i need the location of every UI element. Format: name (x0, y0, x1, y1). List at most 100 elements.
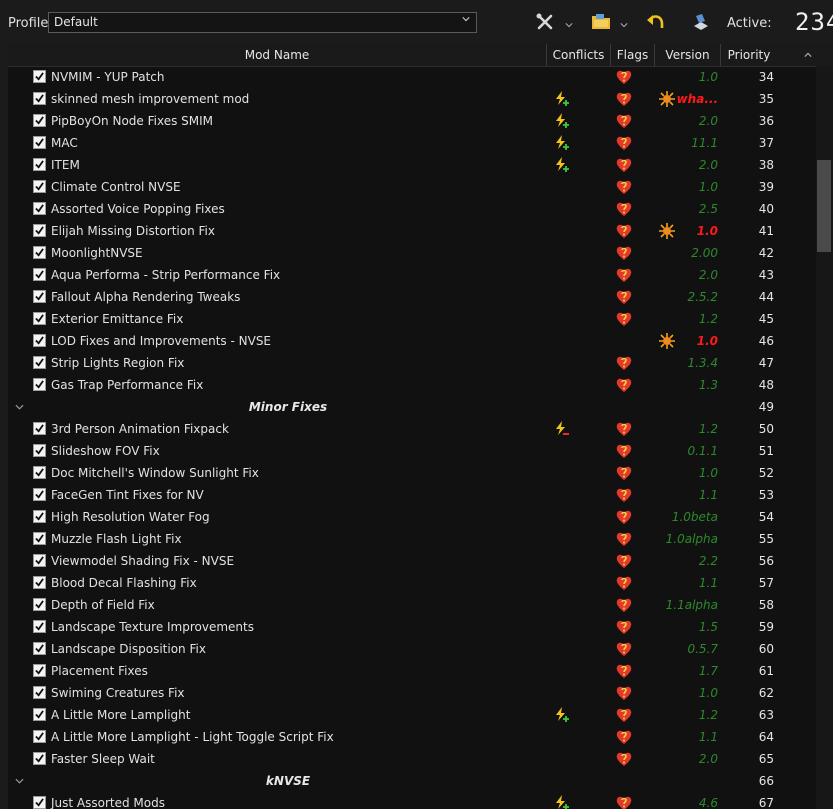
mod-name: Placement Fixes (51, 664, 148, 678)
mod-enabled-checkbox[interactable] (33, 598, 46, 611)
mod-row[interactable]: Placement Fixes 1.7 61 (8, 660, 816, 682)
scrollbar-thumb[interactable] (817, 160, 831, 252)
mod-row[interactable]: Landscape Disposition Fix 0.5.7 60 (8, 638, 816, 660)
undo-icon[interactable] (646, 12, 666, 32)
mod-row[interactable]: A Little More Lamplight - Light Toggle S… (8, 726, 816, 748)
mod-row[interactable]: ITEM 2.0 38 (8, 154, 816, 176)
tools-icon[interactable] (535, 12, 555, 32)
missing-data-heart-icon (616, 268, 632, 282)
mod-enabled-checkbox[interactable] (33, 334, 46, 347)
mod-enabled-checkbox[interactable] (33, 620, 46, 633)
tools-dropdown-icon[interactable] (565, 22, 573, 28)
mod-enabled-checkbox[interactable] (33, 554, 46, 567)
mod-row[interactable]: Slideshow FOV Fix 0.1.1 51 (8, 440, 816, 462)
mod-row[interactable]: skinned mesh improvement mod wha... 35 (8, 88, 816, 110)
mod-enabled-checkbox[interactable] (33, 180, 46, 193)
column-version[interactable]: Version (655, 44, 721, 66)
mod-enabled-checkbox[interactable] (33, 290, 46, 303)
mod-row[interactable]: PipBoyOn Node Fixes SMIM 2.0 36 (8, 110, 816, 132)
column-flags[interactable]: Flags (611, 44, 655, 66)
mod-enabled-checkbox[interactable] (33, 312, 46, 325)
mod-enabled-checkbox[interactable] (33, 158, 46, 171)
mod-enabled-checkbox[interactable] (33, 752, 46, 765)
mod-row[interactable]: Climate Control NVSE 1.0 39 (8, 176, 816, 198)
collapse-chevron-icon[interactable] (15, 778, 24, 784)
separator-row[interactable]: kNVSE 66 (8, 770, 816, 792)
mod-row[interactable]: Exterior Emittance Fix 1.2 45 (8, 308, 816, 330)
mod-version: 1.3 (698, 378, 718, 392)
mod-row[interactable]: Swiming Creatures Fix 1.0 62 (8, 682, 816, 704)
mod-enabled-checkbox[interactable] (33, 202, 46, 215)
mod-row[interactable]: Viewmodel Shading Fix - NVSE 2.2 56 (8, 550, 816, 572)
archive-icon[interactable] (691, 12, 711, 32)
mod-row[interactable]: Assorted Voice Popping Fixes 2.5 40 (8, 198, 816, 220)
conflict-overwritten-icon (556, 421, 569, 435)
mod-name: A Little More Lamplight (51, 708, 191, 722)
mod-enabled-checkbox[interactable] (33, 664, 46, 677)
mod-enabled-checkbox[interactable] (33, 224, 46, 237)
mod-version: 0.5.7 (687, 642, 718, 656)
column-priority[interactable]: Priority (727, 48, 771, 62)
mod-enabled-checkbox[interactable] (33, 378, 46, 391)
mod-enabled-checkbox[interactable] (33, 532, 46, 545)
mod-enabled-checkbox[interactable] (33, 114, 46, 127)
mod-enabled-checkbox[interactable] (33, 70, 46, 83)
sort-ascending-icon[interactable] (804, 52, 812, 58)
mod-enabled-checkbox[interactable] (33, 422, 46, 435)
mod-priority: 49 (758, 400, 774, 414)
folder-dropdown-icon[interactable] (620, 22, 628, 28)
mod-row[interactable]: Fallout Alpha Rendering Tweaks 2.5.2 44 (8, 286, 816, 308)
collapse-chevron-icon[interactable] (15, 404, 24, 410)
missing-data-heart-icon (616, 444, 632, 458)
mod-enabled-checkbox[interactable] (33, 642, 46, 655)
mod-enabled-checkbox[interactable] (33, 708, 46, 721)
mod-row[interactable]: Just Assorted Mods 4.6 67 (8, 792, 816, 809)
mod-enabled-checkbox[interactable] (33, 730, 46, 743)
mod-enabled-checkbox[interactable] (33, 466, 46, 479)
mod-row[interactable]: A Little More Lamplight 1.2 63 (8, 704, 816, 726)
mod-row[interactable]: Doc Mitchell's Window Sunlight Fix 1.0 52 (8, 462, 816, 484)
column-conflicts[interactable]: Conflicts (547, 44, 611, 66)
mod-row[interactable]: Faster Sleep Wait 2.0 65 (8, 748, 816, 770)
mod-row[interactable]: Depth of Field Fix 1.1alpha 58 (8, 594, 816, 616)
missing-data-heart-icon (616, 752, 632, 766)
mod-enabled-checkbox[interactable] (33, 576, 46, 589)
mod-enabled-checkbox[interactable] (33, 268, 46, 281)
mod-row[interactable]: MAC 11.1 37 (8, 132, 816, 154)
mod-version: 1.3.4 (687, 356, 718, 370)
missing-data-heart-icon (616, 708, 632, 722)
mod-enabled-checkbox[interactable] (33, 356, 46, 369)
mod-row[interactable]: NVMIM - YUP Patch 1.0 34 (8, 66, 816, 88)
profile-select[interactable]: Default (48, 12, 477, 33)
mod-enabled-checkbox[interactable] (33, 488, 46, 501)
mod-row[interactable]: High Resolution Water Fog 1.0beta 54 (8, 506, 816, 528)
mod-priority: 64 (758, 730, 774, 744)
mod-row[interactable]: 3rd Person Animation Fixpack 1.2 50 (8, 418, 816, 440)
mod-row[interactable]: LOD Fixes and Improvements - NVSE 1.0 46 (8, 330, 816, 352)
mod-row[interactable]: Blood Decal Flashing Fix 1.1 57 (8, 572, 816, 594)
separator-row[interactable]: Minor Fixes 49 (8, 396, 816, 418)
mod-enabled-checkbox[interactable] (33, 92, 46, 105)
mod-row[interactable]: Strip Lights Region Fix 1.3.4 47 (8, 352, 816, 374)
mod-row[interactable]: Aqua Performa - Strip Performance Fix 2.0… (8, 264, 816, 286)
missing-data-heart-icon (616, 356, 632, 370)
mod-row[interactable]: Elijah Missing Distortion Fix 1.0 41 (8, 220, 816, 242)
mod-enabled-checkbox[interactable] (33, 444, 46, 457)
mod-row[interactable]: FaceGen Tint Fixes for NV 1.1 53 (8, 484, 816, 506)
mod-row[interactable]: Gas Trap Performance Fix 1.3 48 (8, 374, 816, 396)
mod-enabled-checkbox[interactable] (33, 246, 46, 259)
mod-enabled-checkbox[interactable] (33, 136, 46, 149)
mod-enabled-checkbox[interactable] (33, 510, 46, 523)
missing-data-heart-icon (616, 114, 632, 128)
mod-list[interactable]: Mod Name Conflicts Flags Version Priorit… (8, 44, 833, 809)
mod-priority: 41 (758, 224, 774, 238)
mod-row[interactable]: Landscape Texture Improvements 1.5 59 (8, 616, 816, 638)
mod-row[interactable]: MoonlightNVSE 2.00 42 (8, 242, 816, 264)
mod-enabled-checkbox[interactable] (33, 686, 46, 699)
mod-enabled-checkbox[interactable] (33, 796, 46, 809)
mod-row[interactable]: Muzzle Flash Light Fix 1.0alpha 55 (8, 528, 816, 550)
conflict-overwrite-icon (556, 707, 569, 722)
folder-icon[interactable] (591, 12, 611, 32)
mod-version: 1.0 (696, 224, 718, 238)
column-mod-name[interactable]: Mod Name (8, 44, 547, 66)
